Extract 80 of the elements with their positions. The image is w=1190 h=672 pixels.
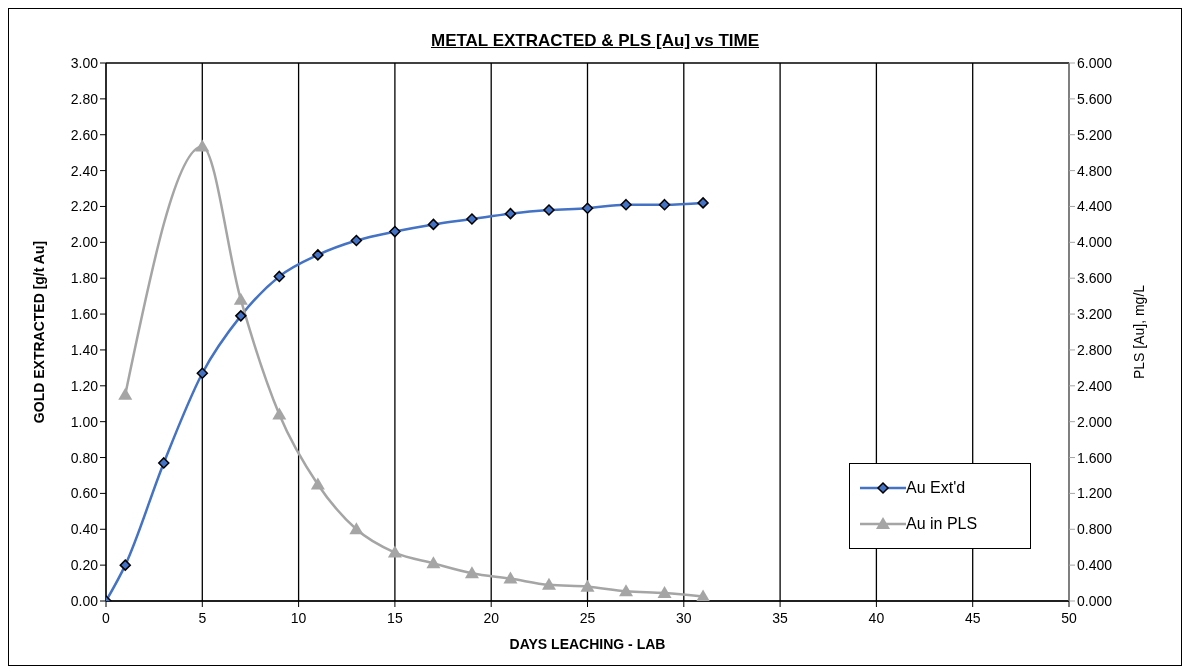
point	[427, 218, 440, 231]
chart-title: METAL EXTRACTED & PLS [Au] vs TIME	[429, 31, 760, 51]
y2-tick-label: 4.000	[1077, 234, 1113, 251]
y-tick-label: 1.20	[70, 377, 99, 394]
y-axis-title: GOLD EXTRACTED [g/t Au]	[30, 240, 47, 424]
y2-tick-label: 1.200	[1077, 485, 1113, 502]
point	[349, 522, 364, 535]
point	[426, 556, 441, 569]
y-tick-label: 1.00	[70, 413, 99, 430]
legend-label: Au in PLS	[906, 515, 978, 533]
point	[158, 457, 170, 469]
point	[196, 367, 209, 379]
point	[697, 197, 709, 209]
x-tick-label: 35	[772, 610, 789, 626]
y2-tick-label: 5.600	[1077, 90, 1113, 107]
point	[503, 571, 518, 584]
point	[119, 559, 132, 571]
point	[658, 198, 671, 211]
y2-tick-label: 2.000	[1077, 413, 1113, 430]
y-tick-label: 1.80	[70, 270, 99, 287]
x-axis-title: DAYS LEACHING - LAB	[509, 636, 666, 652]
y2-tick-label: 1.600	[1077, 449, 1113, 466]
point	[657, 585, 672, 598]
point	[696, 589, 711, 601]
x-tick-label: 5	[198, 610, 207, 626]
point	[195, 139, 210, 152]
point	[504, 207, 517, 220]
point	[619, 584, 634, 597]
point	[580, 579, 595, 592]
y-tick-label: 1.40	[70, 341, 99, 358]
y-tick-label: 2.20	[70, 198, 99, 215]
y2-tick-label: 5.200	[1077, 126, 1113, 143]
y-tick-label: 0.00	[70, 592, 99, 609]
y-tick-label: 3.00	[70, 54, 99, 71]
y-tick-label: 2.40	[70, 162, 99, 179]
x-tick-label: 10	[290, 610, 307, 626]
point	[312, 249, 324, 261]
point	[581, 202, 594, 215]
y-tick-label: 0.60	[70, 485, 99, 502]
x-tick-label: 20	[483, 610, 500, 626]
point	[464, 566, 479, 579]
point	[233, 292, 248, 305]
y2-tick-label: 6.000	[1077, 54, 1113, 71]
y2-tick-label: 2.400	[1077, 377, 1113, 394]
point	[620, 198, 632, 211]
point	[389, 225, 401, 238]
y-tick-label: 0.80	[70, 449, 99, 466]
x-tick-label: 0	[102, 610, 111, 626]
point	[273, 270, 286, 283]
y2-tick-label: 4.400	[1077, 198, 1113, 215]
x-tick-label: 40	[868, 610, 885, 626]
point	[466, 213, 478, 225]
legend-label: Au Ext'd	[906, 479, 966, 497]
y2-tick-label: 0.000	[1077, 592, 1113, 609]
point	[543, 204, 555, 216]
point	[350, 234, 363, 247]
y2-tick-label: 3.200	[1077, 306, 1113, 323]
x-tick-label: 50	[1061, 610, 1077, 626]
y-tick-label: 0.40	[70, 521, 99, 538]
y-tick-label: 0.20	[70, 557, 99, 574]
y2-tick-label: 3.600	[1077, 270, 1113, 287]
y2-axis-title: PLS [Au], mg/L	[1130, 284, 1147, 380]
x-tick-label: 15	[387, 610, 403, 626]
x-tick-label: 25	[579, 610, 596, 626]
x-tick-label: 30	[676, 610, 692, 626]
y-tick-label: 2.60	[70, 126, 99, 143]
point	[235, 310, 247, 322]
point	[541, 577, 556, 590]
y2-tick-label: 0.800	[1077, 521, 1113, 538]
y-tick-label: 2.80	[70, 90, 99, 107]
y-tick-label: 2.00	[70, 234, 99, 251]
point	[310, 477, 325, 490]
y2-tick-label: 4.800	[1077, 162, 1113, 179]
y-tick-label: 1.60	[70, 306, 99, 323]
point	[387, 545, 402, 558]
point	[272, 407, 287, 420]
y2-tick-label: 0.400	[1077, 557, 1113, 574]
y2-tick-label: 2.800	[1077, 341, 1113, 358]
x-tick-label: 45	[964, 610, 981, 626]
point	[118, 387, 133, 400]
